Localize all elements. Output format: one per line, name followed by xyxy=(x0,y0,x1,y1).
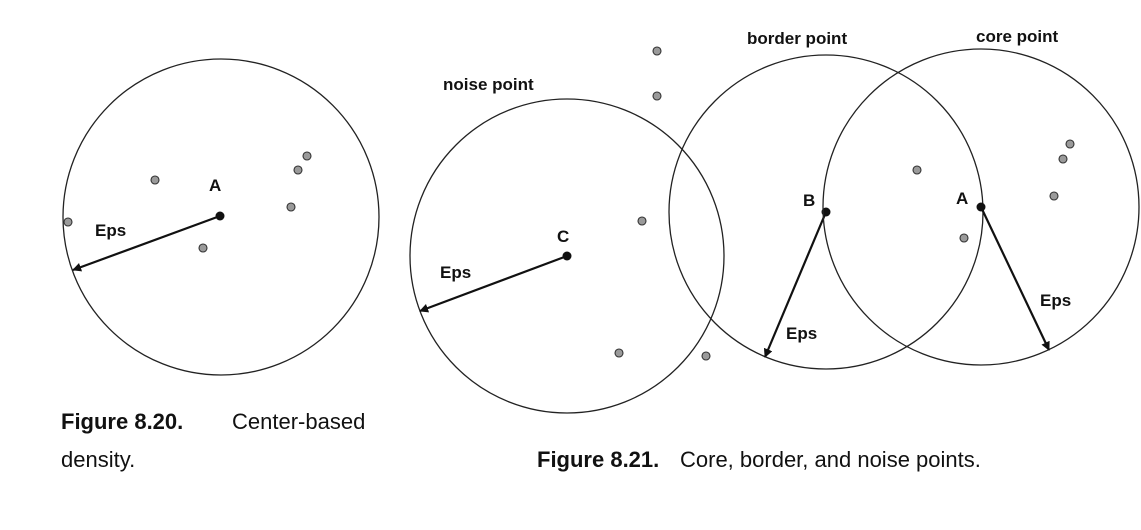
noise-point-title: noise point xyxy=(443,75,534,94)
caption-figure-number: Figure 8.20. xyxy=(61,409,183,434)
data-point xyxy=(1065,139,1075,149)
figure-8-20: A Eps Figure 8.20. Center-based density. xyxy=(61,58,380,472)
data-point xyxy=(293,165,303,175)
eps-label-a: Eps xyxy=(1040,291,1071,310)
data-point xyxy=(1058,154,1068,164)
point-label-c: C xyxy=(557,227,569,246)
core-point-title: core point xyxy=(976,27,1059,46)
data-point xyxy=(652,46,662,56)
eps-neighborhood-circle xyxy=(62,58,380,376)
caption-text: Core, border, and noise points. xyxy=(680,447,981,472)
data-point xyxy=(959,233,969,243)
caption-text-line2: density. xyxy=(61,447,135,472)
point-label-a: A xyxy=(209,176,221,195)
border-point-title: border point xyxy=(747,29,847,48)
data-point xyxy=(198,243,208,253)
caption-text-line1: Center-based xyxy=(232,409,365,434)
data-point xyxy=(637,216,647,226)
data-point xyxy=(912,165,922,175)
eps-label: Eps xyxy=(95,221,126,240)
eps-radius-arrow xyxy=(72,214,221,272)
eps-radius-arrow-b xyxy=(763,211,828,358)
noise-point-c xyxy=(562,251,572,261)
eps-label-b: Eps xyxy=(786,324,817,343)
eps-radius-arrow-a xyxy=(980,206,1050,351)
data-point xyxy=(652,91,662,101)
eps-label-c: Eps xyxy=(440,263,471,282)
data-point xyxy=(302,151,312,161)
data-point xyxy=(63,217,73,227)
data-point xyxy=(701,351,711,361)
eps-radius-arrow-c xyxy=(419,254,568,313)
center-point-a xyxy=(215,211,225,221)
core-point-a xyxy=(976,202,986,212)
point-label-b: B xyxy=(803,191,815,210)
data-point xyxy=(286,202,296,212)
noise-point-circle xyxy=(409,98,725,414)
point-label-a: A xyxy=(956,189,968,208)
figure-8-21: C Eps noise point B Eps border point A E… xyxy=(409,27,1140,472)
data-point xyxy=(150,175,160,185)
data-point xyxy=(614,348,624,358)
caption-figure-number: Figure 8.21. xyxy=(537,447,659,472)
data-point xyxy=(1049,191,1059,201)
core-point-circle xyxy=(822,48,1140,366)
